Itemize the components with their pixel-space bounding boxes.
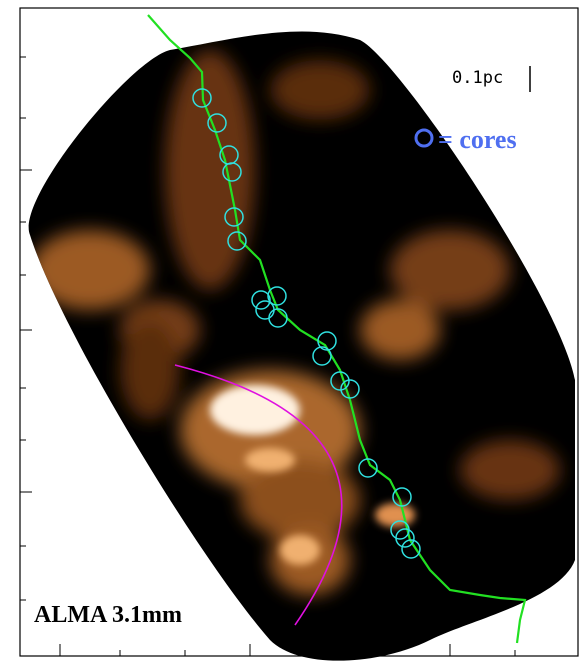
figure: 0.1pc = cores ALMA 3.1mm [0, 0, 587, 666]
scale-label: 0.1pc [452, 68, 503, 88]
legend-label: = cores [438, 125, 517, 154]
page: 0.1pc = cores ALMA 3.1mm (() => { const … [0, 0, 587, 666]
map [0, 0, 587, 666]
caption: ALMA 3.1mm [34, 602, 182, 628]
